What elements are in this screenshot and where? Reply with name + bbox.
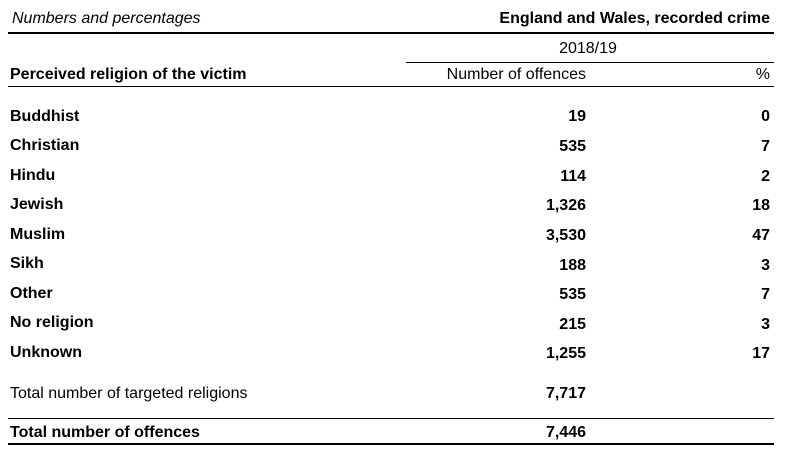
row-label: Other	[10, 285, 53, 302]
row-number: 535	[559, 286, 586, 303]
row-label: Christian	[10, 137, 80, 154]
total-targeted-number: 7,717	[545, 385, 586, 402]
column-header-number: Number of offences	[446, 66, 586, 83]
table-caption-title: England and Wales, recorded crime	[499, 10, 770, 27]
row-percent: 47	[752, 227, 770, 244]
row-label: Muslim	[10, 226, 66, 243]
row-number: 188	[559, 257, 586, 274]
row-label: Sikh	[10, 255, 44, 272]
total-offences-label: Total number of offences	[10, 424, 200, 441]
bottom-rule	[8, 443, 774, 445]
total-targeted-label: Total number of targeted religions	[10, 385, 248, 402]
year-rule	[406, 62, 774, 63]
row-number: 3,530	[545, 227, 586, 244]
total-rule	[8, 418, 774, 419]
row-percent: 7	[761, 286, 770, 303]
row-percent: 7	[761, 138, 770, 155]
row-percent: 17	[752, 345, 770, 362]
row-label: No religion	[10, 314, 94, 331]
row-number: 1,326	[545, 197, 586, 214]
row-percent: 3	[761, 257, 770, 274]
row-percent: 18	[752, 197, 770, 214]
row-label: Hindu	[10, 167, 56, 184]
year-heading: 2018/19	[559, 40, 617, 57]
row-percent: 3	[761, 316, 770, 333]
row-label: Buddhist	[10, 108, 80, 125]
row-label: Jewish	[10, 196, 64, 213]
row-number: 215	[559, 316, 586, 333]
row-number: 114	[560, 168, 586, 185]
row-number: 1,255	[545, 345, 586, 362]
column-header-percent: %	[755, 66, 770, 83]
header-rule	[8, 86, 774, 87]
row-number: 535	[559, 138, 586, 155]
total-offences-number: 7,446	[545, 424, 586, 441]
table-caption-units: Numbers and percentages	[12, 10, 201, 27]
top-rule	[8, 32, 774, 34]
column-header-religion: Perceived religion of the victim	[10, 66, 247, 83]
row-percent: 2	[761, 168, 770, 185]
row-number: 19	[568, 108, 586, 125]
row-label: Unknown	[10, 344, 82, 361]
row-percent: 0	[761, 108, 770, 125]
